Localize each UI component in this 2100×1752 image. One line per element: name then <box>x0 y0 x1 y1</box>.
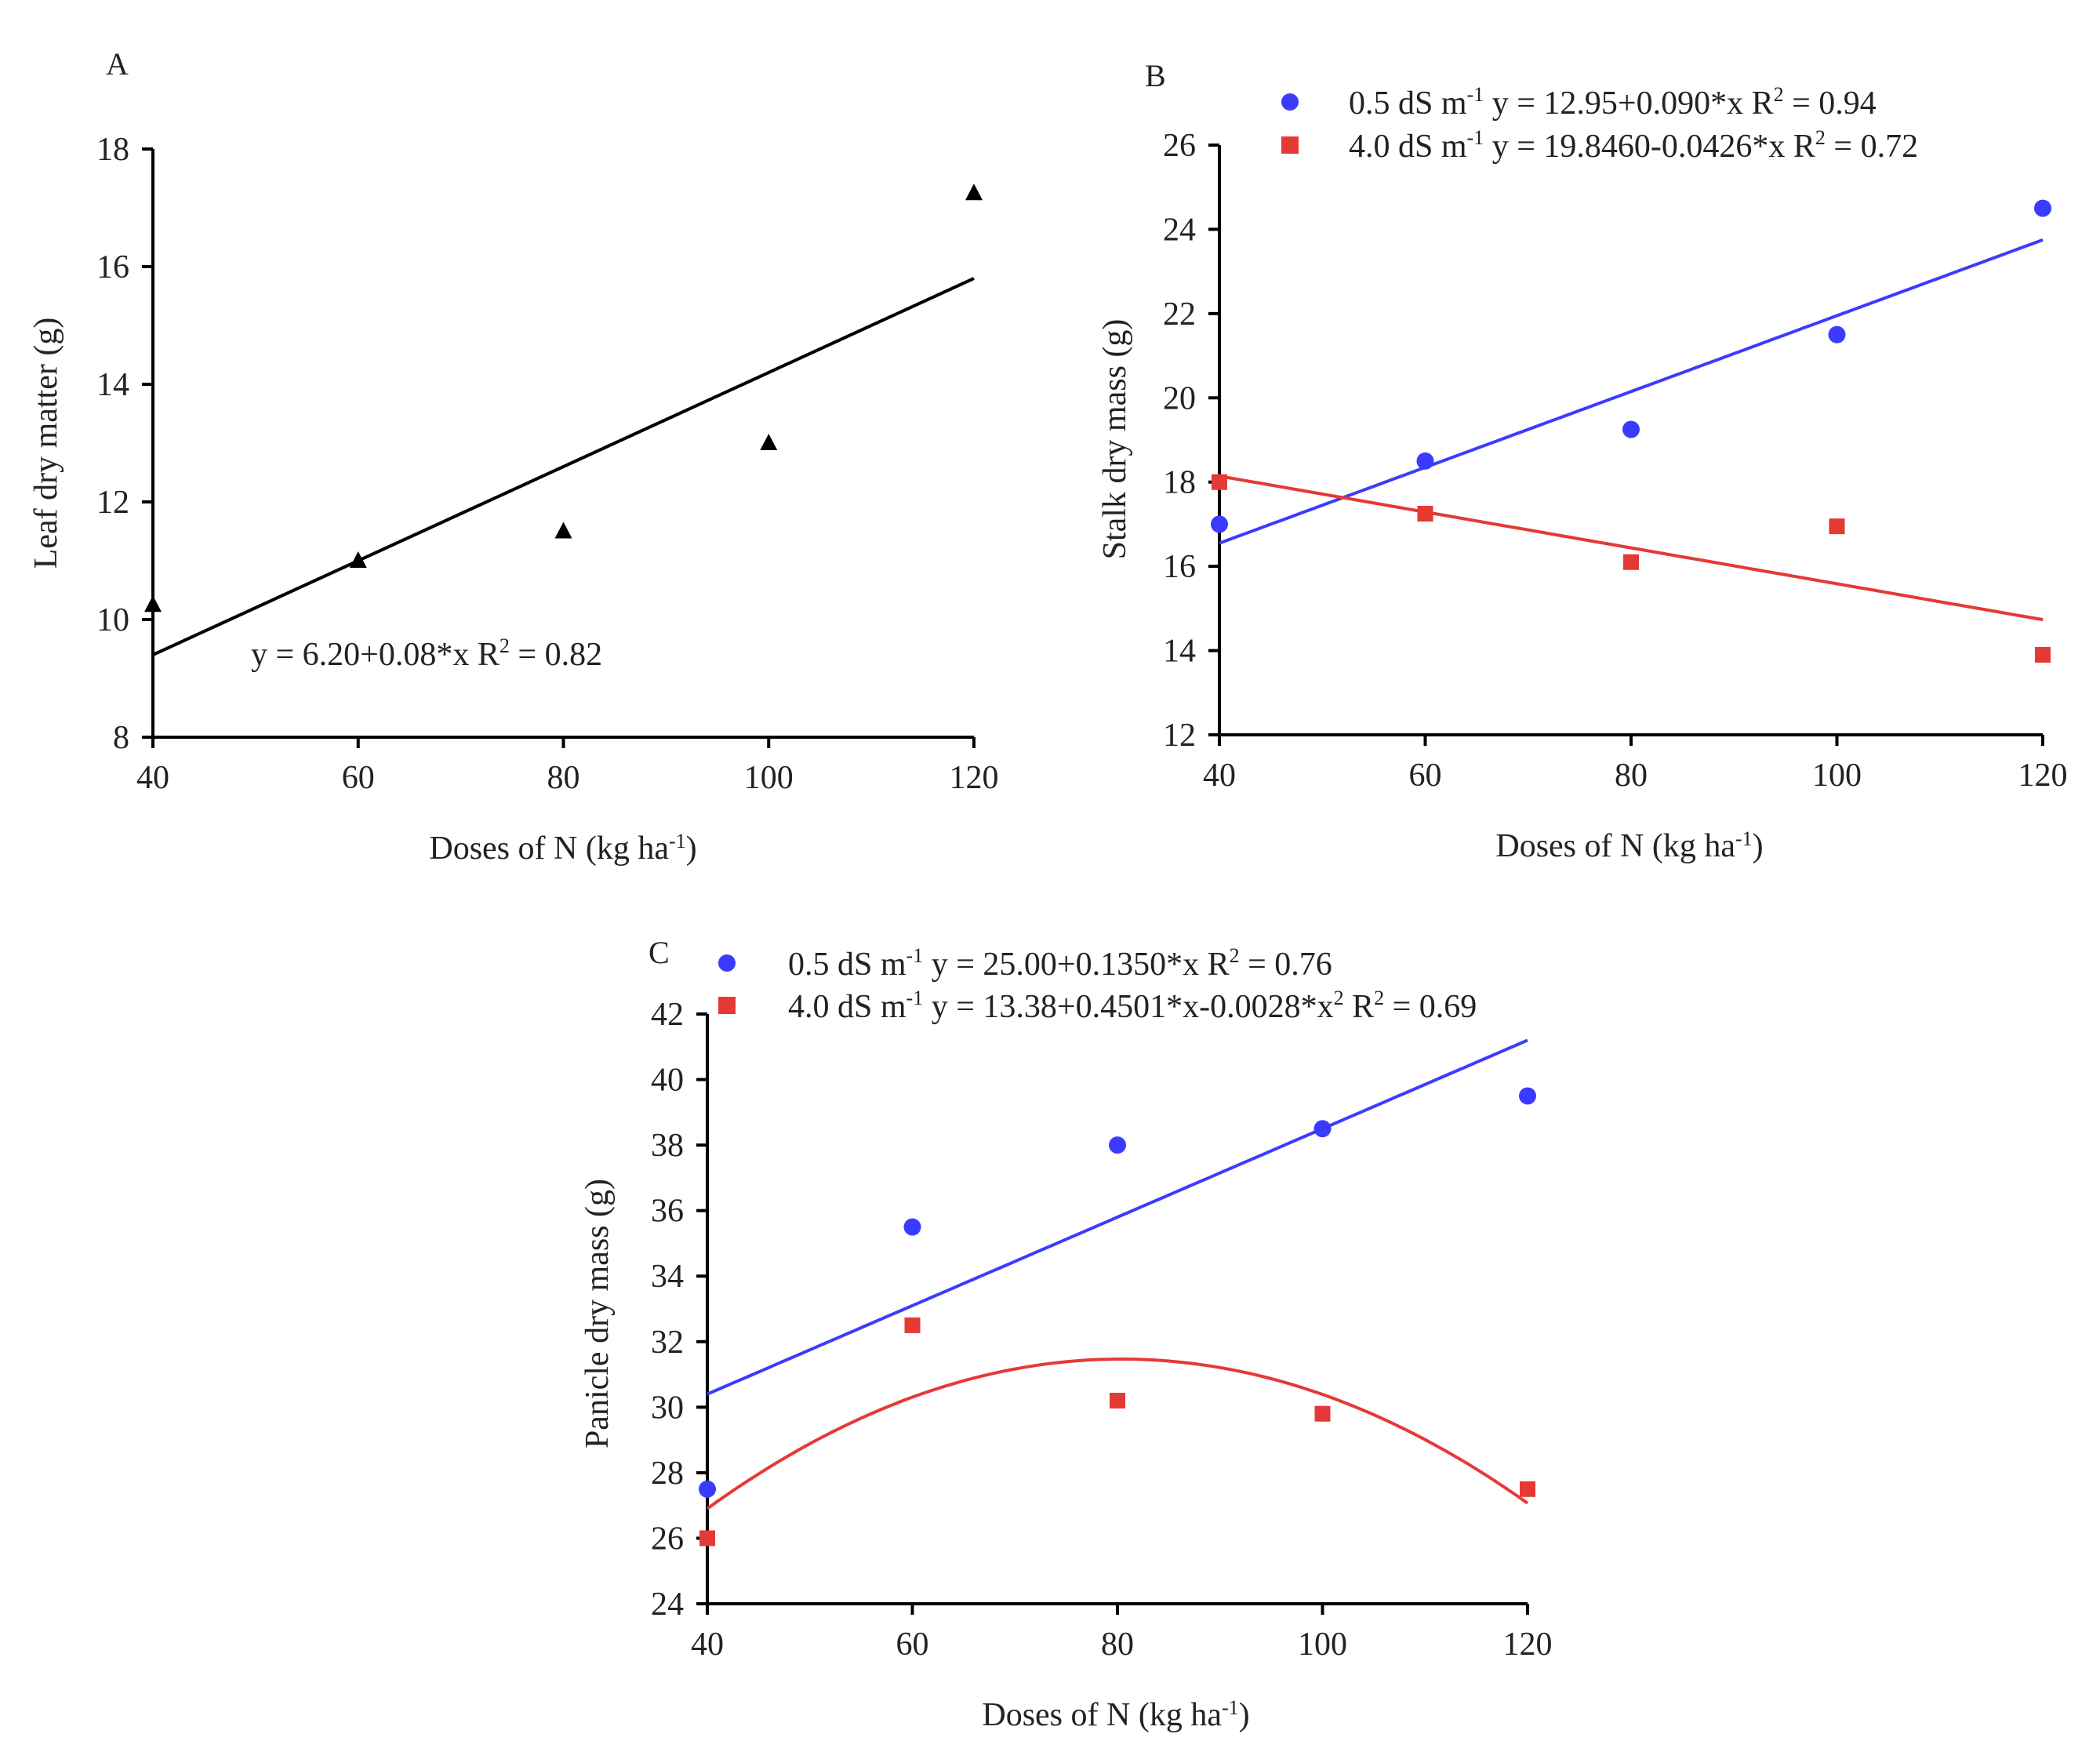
panel-b-x-tick-label: 60 <box>1409 758 1442 794</box>
panel-c-legend-marker-blue <box>718 954 736 972</box>
panel-a-y-tick-label: 16 <box>96 249 129 285</box>
panel-b-legend-marker-red <box>1281 136 1299 154</box>
panel-b-point <box>1416 452 1434 470</box>
panel-a-x-tick-label: 60 <box>342 760 375 796</box>
panel-b-x-axis-label: Doses of N (kg ha-1) <box>1495 827 1763 864</box>
panel-a-y-tick-label: 8 <box>113 720 129 756</box>
panel-c-legend-marker-red <box>718 997 736 1014</box>
panel-a-x-tick-label: 40 <box>136 760 169 796</box>
panel-c: C 40 60 80 100 120 24 26 28 30 32 34 36 38 40 42 0.5 d… <box>579 935 1553 1733</box>
panel-b-y-tick-label: 16 <box>1163 549 1196 585</box>
panel-b-y-tick-label: 26 <box>1163 128 1196 164</box>
panel-a-point <box>144 595 162 612</box>
panel-c-x-tick-label: 80 <box>1101 1627 1134 1663</box>
panel-c-point <box>1520 1481 1535 1497</box>
panel-b-point <box>1623 554 1639 570</box>
panel-b-point <box>1417 506 1433 522</box>
panel-b-point <box>1622 420 1640 438</box>
panel-c-point <box>1109 1136 1126 1154</box>
panel-c-y-tick-label: 30 <box>651 1390 684 1426</box>
panel-b-y-tick-label: 14 <box>1163 634 1196 670</box>
panel-a-x-tick-label: 120 <box>950 760 999 796</box>
panel-c-x-tick-label: 100 <box>1298 1627 1347 1663</box>
panel-a-point <box>760 434 778 450</box>
panel-b-x-tick-label: 40 <box>1203 758 1236 794</box>
panel-b-y-tick-label: 24 <box>1163 212 1196 248</box>
panel-c-point <box>699 1530 715 1547</box>
panel-b-point <box>1211 515 1228 533</box>
panel-c-y-tick-label: 40 <box>651 1063 684 1099</box>
panel-a-y-tick-label: 14 <box>96 367 129 403</box>
panel-b-fit-line-2 <box>1219 474 2044 622</box>
panel-b-point <box>2034 199 2051 217</box>
panel-c-y-tick-label: 34 <box>651 1259 684 1295</box>
panel-b-point <box>1212 474 1227 490</box>
panel-c-fit-line-2 <box>706 1358 1529 1510</box>
panel-c-legend-series-2: 4.0 dS m-1 y = 13.38+0.4501*x-0.0028*x2 … <box>788 987 1477 1025</box>
panel-c-x-tick-label: 60 <box>896 1627 929 1663</box>
panel-c-y-axis-label: Panicle dry mass (g) <box>579 1179 616 1448</box>
panel-c-point <box>699 1480 716 1498</box>
panel-c-y-tick-label: 42 <box>651 997 684 1033</box>
panel-a-point <box>349 551 367 568</box>
panel-b-x-tick-label: 80 <box>1615 758 1648 794</box>
panel-b-y-tick-label: 22 <box>1163 296 1196 333</box>
panel-b-point <box>1828 325 1846 343</box>
panel-b-x-tick-label: 120 <box>2018 758 2068 794</box>
panel-b-fit-line-1 <box>1219 238 2044 545</box>
panel-b-y-axis-label: Stalk dry mass (g) <box>1097 319 1133 560</box>
panel-c-point <box>1314 1405 1331 1422</box>
panel-a-point <box>554 522 572 539</box>
panel-b-point <box>2035 646 2051 663</box>
panel-c-fit-line-1 <box>707 1038 1528 1396</box>
panel-b-legend-series-2: 4.0 dS m-1 y = 19.8460-0.0426*x R2 = 0.7… <box>1349 126 1918 165</box>
panel-a-x-tick-label: 80 <box>547 760 580 796</box>
panel-b-y-tick-label: 12 <box>1163 718 1196 754</box>
panel-a-fit-line-1 <box>152 277 975 656</box>
panel-b-point <box>1829 518 1845 535</box>
panel-c-legend-series-1: 0.5 dS m-1 y = 25.00+0.1350*x R2 = 0.76 <box>788 944 1332 983</box>
panel-c-x-axis-label: Doses of N (kg ha-1) <box>982 1696 1249 1733</box>
panel-c-point <box>1313 1120 1332 1138</box>
panel-c-y-tick-label: 36 <box>651 1194 684 1230</box>
panel-c-point <box>1110 1392 1125 1409</box>
panel-a-x-tick-label: 100 <box>744 760 794 796</box>
panel-b-legend-marker-blue <box>1281 93 1299 111</box>
panel-a-y-tick-label: 12 <box>96 485 129 521</box>
panel-b-y-tick-label: 18 <box>1163 465 1196 501</box>
panel-c-y-tick-label: 32 <box>651 1325 684 1361</box>
panel-b: B 40 60 80 100 120 12 14 16 18 20 22 24 26 0.5 dS m-… <box>1097 58 2068 864</box>
panel-c-label: C <box>649 935 670 970</box>
panel-c-point <box>903 1218 921 1236</box>
panel-a-x-axis-label: Doses of N (kg ha-1) <box>429 830 696 867</box>
panel-c-y-tick-label: 28 <box>651 1456 684 1492</box>
panel-a-y-tick-label: 18 <box>96 132 129 168</box>
panel-a-equation: y = 6.20+0.08*x R2 = 0.82 <box>251 634 602 673</box>
panel-c-point <box>904 1317 921 1333</box>
panel-c-y-tick-label: 24 <box>651 1587 684 1623</box>
panel-a-label: A <box>106 46 129 82</box>
panel-c-point <box>1519 1087 1536 1105</box>
panel-a-point <box>965 184 983 201</box>
panel-c-x-tick-label: 40 <box>691 1627 724 1663</box>
panel-a: A 40 60 80 100 120 8 10 12 14 16 18 Doses of N (kg… <box>28 46 999 867</box>
panel-b-x-tick-label: 100 <box>1812 758 1862 794</box>
panel-c-y-tick-label: 26 <box>651 1521 684 1557</box>
panel-c-legend: 0.5 dS m-1 y = 25.00+0.1350*x R2 = 0.76 … <box>718 944 1477 1025</box>
panel-c-y-tick-label: 38 <box>651 1128 684 1164</box>
panel-b-legend-series-1: 0.5 dS m-1 y = 12.95+0.090*x R2 = 0.94 <box>1349 83 1877 122</box>
panel-a-y-axis-label: Leaf dry matter (g) <box>28 318 64 569</box>
panel-b-y-tick-label: 20 <box>1163 380 1196 416</box>
panel-a-y-tick-label: 10 <box>96 602 129 638</box>
panel-b-label: B <box>1145 58 1166 93</box>
panel-c-x-tick-label: 120 <box>1503 1627 1553 1663</box>
panel-b-legend: 0.5 dS m-1 y = 12.95+0.090*x R2 = 0.94 4… <box>1281 83 1918 165</box>
